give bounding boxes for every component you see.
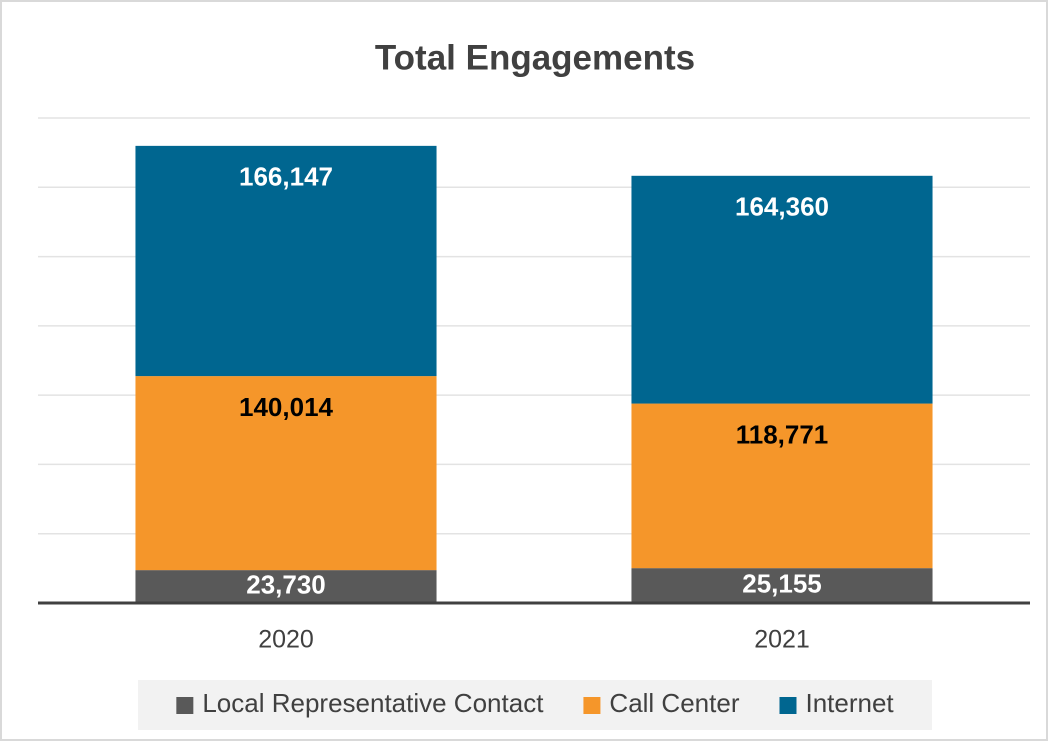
data-label: 23,730 [246,569,326,599]
bar-segment [135,376,437,571]
legend-label: Local Representative Contact [202,688,544,718]
legend-label: Call Center [609,688,739,718]
x-tick-label: 2020 [258,626,314,654]
data-label: 140,014 [239,392,334,422]
data-label: 25,155 [742,568,822,598]
bar-segment [135,570,437,603]
legend-box [138,680,932,730]
data-label: 164,360 [735,192,829,222]
legend-swatch [176,697,194,714]
bar-segment [631,403,933,569]
bar-segment [135,145,437,377]
x-tick-label: 2021 [754,626,810,654]
chart-title: Total Engagements [375,38,695,77]
legend-swatch [779,697,797,714]
data-label: 118,771 [736,419,829,449]
data-label: 166,147 [239,162,333,192]
legend-label: Internet [805,688,894,718]
bar-segment [631,568,933,603]
legend-swatch [583,697,601,714]
bar-segment [631,175,933,404]
